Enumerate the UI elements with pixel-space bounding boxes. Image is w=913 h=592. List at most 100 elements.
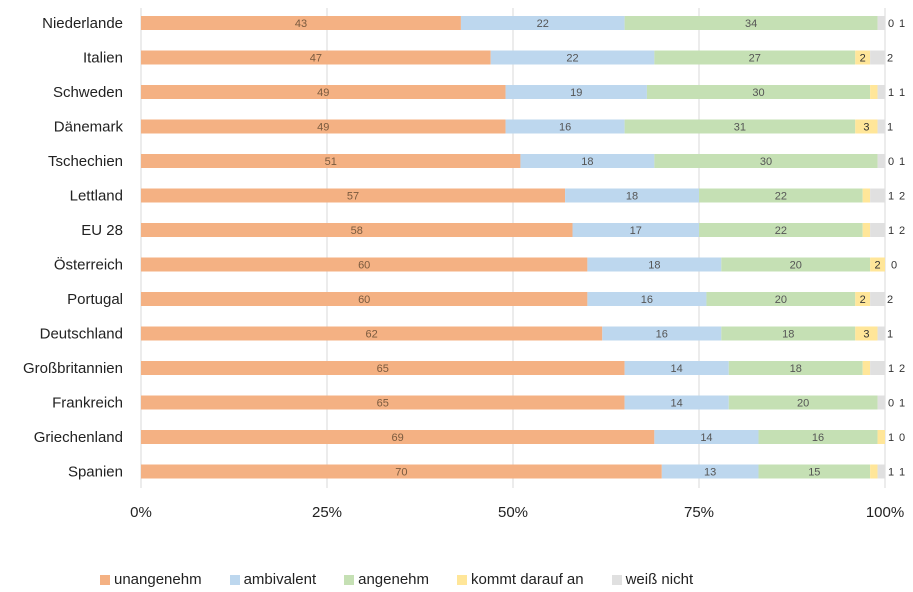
data-label: 16 [559,122,571,134]
data-label: 14 [700,432,712,444]
bar-segment [758,430,878,444]
bar-segment [699,223,863,237]
bar-segment [862,223,871,237]
bar-segment [870,85,878,99]
data-label: 1 [899,156,905,168]
data-label: 18 [581,156,593,168]
bar-segment [855,326,878,341]
data-label: 18 [648,260,660,272]
x-tick-label: 25% [312,504,342,521]
data-label: 65 [377,398,389,410]
data-label: 3 [863,122,869,134]
data-label: 2 [887,53,893,65]
bar-segment [565,188,699,203]
data-label: 14 [671,398,683,410]
data-label: 18 [790,363,802,375]
bar-segment [141,119,506,134]
data-label: 0 [888,18,894,30]
data-label: 30 [760,156,772,168]
data-label: 1 [899,18,905,30]
data-label: 43 [295,18,307,30]
data-label: 69 [392,432,404,444]
legend-label: angenehm [358,571,430,588]
data-label: 1 [888,225,894,237]
legend-item: weiß nicht [611,571,693,588]
bar-segment [870,257,885,272]
data-label: 27 [749,53,761,65]
bar-segment [602,326,722,341]
bar-segment [855,50,871,65]
bar-segment [624,16,878,30]
bar-segment [505,85,647,99]
data-label: 2 [899,191,905,203]
data-label: 2 [860,53,866,65]
legend-label: unangenehm [114,571,202,588]
bar-segment [141,292,588,306]
data-label: 1 [888,432,894,444]
data-label: 70 [395,467,407,479]
data-label: 13 [704,467,716,479]
data-label: 20 [775,294,787,306]
legend: unangenehm ambivalent angenehm kommt darauf… [100,571,693,588]
legend-swatch [229,574,240,585]
bar-segment [572,223,699,237]
data-label: 20 [797,398,809,410]
bar-segment [141,223,573,237]
data-label: 1 [888,191,894,203]
data-label: 2 [887,294,893,306]
bar-segment [490,50,655,65]
bar-segment [141,50,491,65]
bar-segment [654,154,878,168]
data-label: 2 [899,363,905,375]
bar-segment [624,395,729,410]
bar-segment [646,85,871,99]
data-label: 1 [888,363,894,375]
data-label: 47 [310,53,322,65]
bar-segment [706,292,856,306]
data-label: 0 [888,156,894,168]
data-label: 14 [671,363,683,375]
bar-segment [141,16,461,30]
data-label: 34 [745,18,757,30]
x-tick-label: 50% [498,504,528,521]
bar-segment [141,430,655,444]
bar-segment [141,154,521,168]
data-label: 0 [899,432,905,444]
bar-segment [520,154,655,168]
data-label: 2 [874,260,880,272]
data-label: 20 [790,260,802,272]
category-label: Portugal [67,291,123,308]
bar-segment [624,361,729,375]
bar-segment [460,16,625,30]
data-label: 60 [358,294,370,306]
bar-segment [877,326,885,341]
data-label: 57 [347,191,359,203]
bar-segment [862,188,871,203]
bar-segment [624,119,856,134]
bar-segment [877,85,885,99]
x-tick-label: 0% [130,504,152,521]
legend-label: ambivalent [243,571,317,588]
bar-segment [728,395,878,410]
x-tick-label: 75% [684,504,714,521]
bar-segment [654,430,759,444]
category-label: Österreich [54,256,123,274]
data-label: 16 [656,329,668,341]
legend-item: ambivalent [229,571,317,588]
bar-segment [721,257,871,272]
x-tick-label: 100% [866,504,904,521]
data-label: 51 [325,156,337,168]
data-label: 49 [317,122,329,134]
category-label: Griechenland [34,429,123,446]
legend-item: angenehm [344,571,429,588]
bar-segment [699,188,863,203]
data-label: 65 [377,363,389,375]
category-label: Schweden [53,84,123,101]
category-label: Lettland [70,188,123,205]
data-label: 2 [860,294,866,306]
data-label: 1 [899,467,905,479]
bar-segment [141,188,566,203]
bar-segment [587,257,722,272]
data-label: 58 [351,225,363,237]
category-label: Dänemark [54,119,124,136]
